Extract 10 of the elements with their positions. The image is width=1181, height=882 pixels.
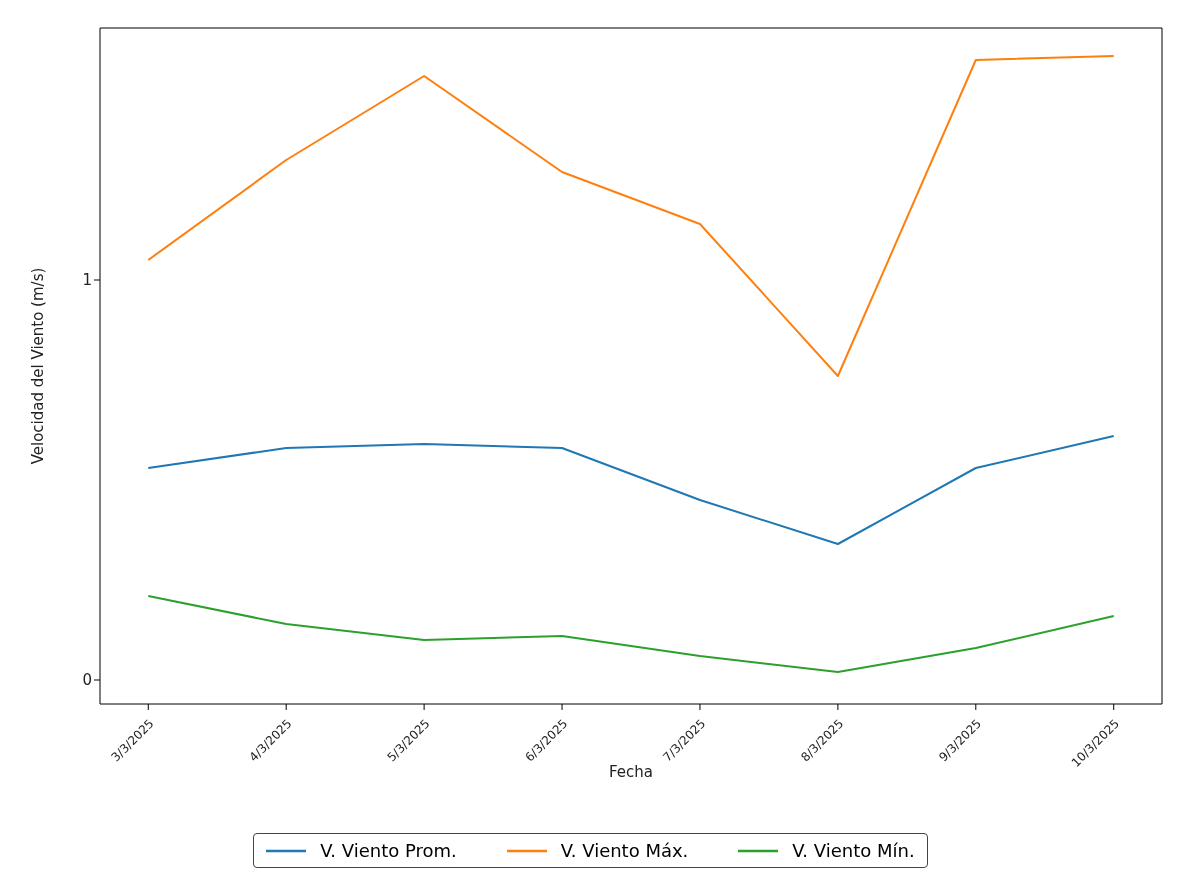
- line-series: [147, 435, 1115, 545]
- y-tick-label: 1: [82, 271, 92, 290]
- legend-label: V. Viento Mín.: [792, 840, 915, 861]
- legend-label: V. Viento Máx.: [560, 840, 689, 861]
- x-axis-title: Fecha: [609, 763, 653, 781]
- line-series: [147, 595, 1115, 673]
- line-series: [147, 55, 1115, 377]
- y-tick-label: 0: [82, 671, 92, 690]
- legend-label: V. Viento Prom.: [320, 840, 457, 861]
- y-axis-title: Velocidad del Viento (m/s): [29, 267, 48, 465]
